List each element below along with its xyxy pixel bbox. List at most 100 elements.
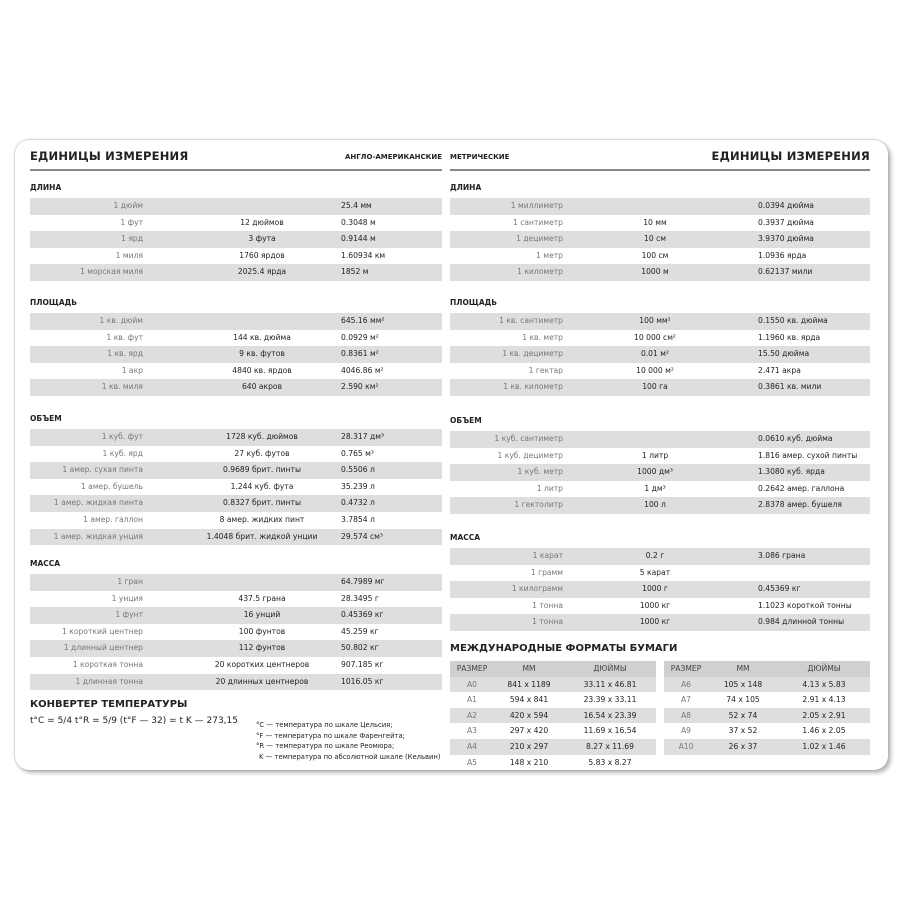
- conversion-table: 1 дюйм 25.4 мм 1 фут 12 дюймов 0.3048 м 1 ярд…: [30, 198, 442, 281]
- conversion: 3.7854 л: [341, 514, 375, 524]
- equivalent: 10 000 м²: [636, 365, 674, 375]
- column-header: РАЗМЕР: [670, 664, 702, 673]
- conversion: 4046.86 м²: [341, 365, 384, 375]
- equivalent: 27 куб. футов: [234, 448, 290, 458]
- equivalent: 20 длинных центнеров: [215, 676, 309, 686]
- section-title: ОБЪЕМ: [30, 414, 62, 423]
- inches: 23.39 x 33.11: [583, 695, 637, 705]
- table-row: 1 миля 1760 ярдов 1.60934 км: [30, 248, 442, 265]
- section-volume: ОБЪЕМ 1 куб. фут 1728 куб. дюймов 28.317 дм…: [30, 413, 442, 546]
- equivalent: 1760 ярдов: [239, 250, 285, 260]
- table-row: 1 километр 1000 м 0.62137 мили: [450, 264, 870, 281]
- unit: 1 миллиметр: [510, 201, 563, 210]
- unit: 1 тонна: [532, 600, 563, 610]
- unit: 1 длинная тонна: [75, 676, 143, 686]
- equivalent: 1.244 куб. фута: [230, 481, 294, 491]
- size: A10: [678, 741, 694, 751]
- equivalent: 16 унций: [243, 610, 281, 620]
- unit: 1 короткая тонна: [72, 659, 143, 669]
- reference-card: ЕДИНИЦЫ ИЗМЕРЕНИЯ АНГЛО-АМЕРИКАНСКИЕ ДЛИ…: [15, 140, 888, 770]
- table-row: A4 210 x 297 8.27 x 11.69: [450, 738, 656, 755]
- size: A4: [466, 741, 478, 751]
- unit: 1 длинный центнер: [63, 643, 143, 653]
- conversion: 0.0610 куб. дюйма: [758, 434, 833, 443]
- equivalent: 9 кв. футов: [239, 349, 285, 359]
- section-title: ДЛИНА: [450, 183, 482, 192]
- table-row: 1 фут 12 дюймов 0.3048 м: [30, 215, 442, 232]
- conversion: 0.62137 мили: [758, 267, 813, 277]
- table-row: A8 52 x 74 2.05 x 2.91: [664, 707, 870, 724]
- unit: 1 амер. бушель: [80, 481, 143, 491]
- millimeters: 594 x 841: [509, 695, 549, 705]
- temperature-formula: t°C = 5/4 t°R = 5/9 (t°F — 32) = t K — 2…: [30, 716, 238, 726]
- temperature-title: КОНВЕРТЕР ТЕМПЕРАТУРЫ: [30, 699, 188, 710]
- table-row: 1 метр 100 см 1.0936 ярда: [450, 248, 870, 265]
- table-row: 1 амер. жидкая пинта 0.8327 брит. пинты 0.…: [30, 495, 442, 512]
- section-volume: ОБЪЕМ 1 куб. сантиметр 0.0610 куб. дюйма 1 …: [450, 415, 870, 514]
- paper-table-body: A0 841 x 1189 33.11 x 46.81 A1 594 x 841 23.3…: [450, 676, 656, 771]
- conversion: 1.60934 км: [341, 250, 386, 260]
- conversion: 50.802 кг: [341, 643, 379, 653]
- table-row: 1 фунт 16 унций 0.45369 кг: [30, 607, 442, 624]
- unit: 1 километр: [517, 267, 563, 277]
- paper-table-body: A6 105 x 148 4.13 x 5.83 A7 74 x 105 2.91 x 4…: [664, 676, 870, 771]
- unit: 1 амер. жидкая пинта: [53, 498, 143, 508]
- unit: 1 кв. дециметр: [502, 349, 563, 359]
- equivalent: 100 га: [642, 382, 668, 392]
- conversion: 0.8361 м²: [341, 349, 379, 359]
- unit: 1 куб. ярд: [102, 448, 143, 458]
- unit: 1 фунт: [115, 610, 143, 620]
- page-subtitle: МЕТРИЧЕСКИЕ: [450, 153, 510, 161]
- unit: 1 кв. сантиметр: [499, 316, 563, 325]
- table-row: 1 амер. галлон 8 амер. жидких пинт 3.7854 …: [30, 512, 442, 529]
- unit: 1 тонна: [532, 617, 563, 627]
- table-row: 1 дюйм 25.4 мм: [30, 198, 442, 215]
- table-row: 1 акр 4840 кв. ярдов 4046.86 м²: [30, 363, 442, 380]
- table-row: 1 морская миля 2025.4 ярда 1852 м: [30, 264, 442, 281]
- section-length: ДЛИНА 1 миллиметр 0.0394 дюйма 1 сантиметр 1…: [450, 182, 870, 281]
- millimeters: 420 x 594: [509, 710, 549, 720]
- inches: 4.13 x 5.83: [802, 679, 846, 689]
- unit: 1 куб. метр: [517, 467, 563, 477]
- equivalent: 100 мм²: [639, 316, 671, 325]
- conversion: 35.239 л: [341, 481, 375, 491]
- conversion: 1852 м: [341, 267, 369, 277]
- unit: 1 амер. галлон: [83, 514, 143, 524]
- imperial-header: ЕДИНИЦЫ ИЗМЕРЕНИЯ АНГЛО-АМЕРИКАНСКИЕ: [30, 147, 442, 171]
- table-row: 1 куб. дециметр 1 литр 1.816 амер. сухой п…: [450, 448, 870, 465]
- conversion: 1.816 амер. сухой пинты: [758, 450, 858, 460]
- equivalent: 1728 куб. дюймов: [226, 432, 298, 441]
- equivalent: 100 л: [644, 500, 666, 510]
- unit: 1 гектар: [528, 365, 563, 375]
- table-row: 1 тонна 1000 кг 1.1023 короткой тонны: [450, 598, 870, 615]
- millimeters: 52 x 74: [728, 710, 758, 720]
- conversion: 45.259 кг: [341, 626, 379, 636]
- inches: 1.02 x 1.46: [802, 741, 846, 751]
- table-row: 1 литр 1 дм³ 0.2642 амер. галлона: [450, 481, 870, 498]
- table-row: 1 карат 0.2 г 3.086 грана: [450, 548, 870, 565]
- unit: 1 дециметр: [516, 234, 563, 244]
- inches: 2.91 x 4.13: [802, 695, 846, 705]
- table-row: A2 420 x 594 16.54 x 23.39: [450, 707, 656, 724]
- conversion-table: 1 миллиметр 0.0394 дюйма 1 сантиметр 10 мм 0…: [450, 198, 870, 281]
- table-row: 1 миллиметр 0.0394 дюйма: [450, 198, 870, 215]
- conversion-table: 1 кв. дюйм 645.16 мм² 1 кв. фут 144 кв. дюй…: [30, 313, 442, 396]
- table-header-row: РАЗМЕР ММ ДЮЙМЫ: [450, 661, 656, 677]
- unit: 1 кв. метр: [522, 332, 563, 342]
- equivalent: 0.9689 брит. пинты: [223, 465, 301, 475]
- note: °F — температура по шкале Фаренгейта;: [256, 731, 405, 740]
- equivalent: 1000 кг: [639, 600, 671, 610]
- paper-table-2: РАЗМЕР ММ ДЮЙМЫ A6 105 x 148 4.13 x 5.83 A7 74 …: [664, 661, 870, 770]
- table-row: 1 куб. сантиметр 0.0610 куб. дюйма: [450, 431, 870, 448]
- table-row: 1 куб. фут 1728 куб. дюймов 28.317 дм³: [30, 429, 442, 446]
- table-row: A3 297 x 420 11.69 x 16.54: [450, 723, 656, 739]
- conversion: 0.4732 л: [341, 498, 375, 508]
- conversion: 0.0394 дюйма: [758, 201, 814, 210]
- equivalent: 1000 г: [642, 584, 668, 594]
- unit: 1 кв. дюйм: [99, 316, 143, 325]
- unit: 1 куб. дециметр: [497, 450, 563, 460]
- unit: 1 куб. сантиметр: [494, 434, 563, 443]
- conversion: 0.765 м³: [341, 448, 374, 458]
- table-row: 1 амер. сухая пинта 0.9689 брит. пинты 0.5…: [30, 462, 442, 479]
- conversion-table: 1 куб. фут 1728 куб. дюймов 28.317 дм³ 1 ку…: [30, 429, 442, 546]
